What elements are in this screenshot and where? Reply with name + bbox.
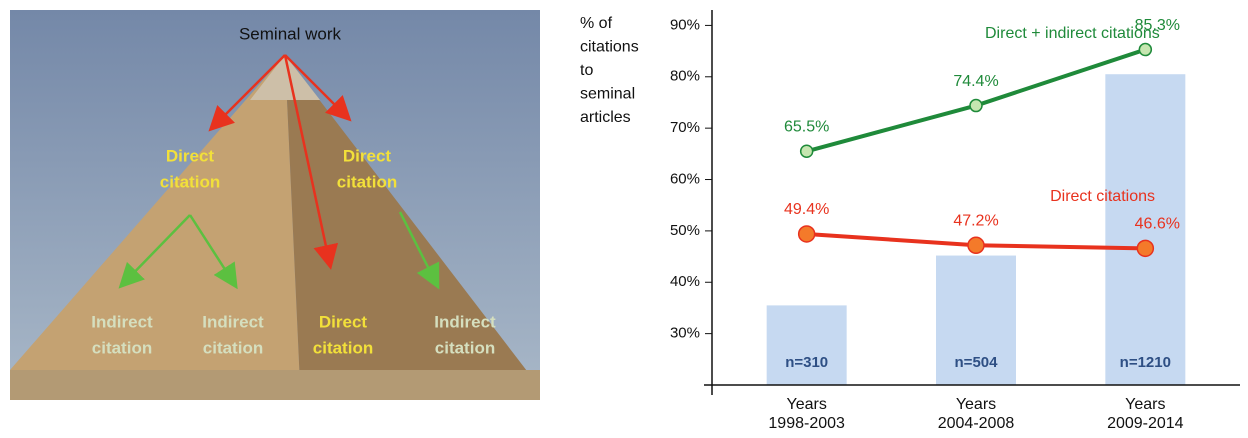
- x-tick-label: Years: [1125, 396, 1165, 413]
- value-label: 65.5%: [784, 118, 829, 135]
- y-tick-label: 50%: [670, 222, 700, 239]
- y-axis-label: citations: [580, 39, 639, 56]
- value-label: 74.4%: [953, 73, 998, 90]
- bar-label: n=1210: [1120, 354, 1171, 371]
- pyramid-label: Direct: [166, 146, 215, 165]
- y-axis-label: % of: [580, 15, 613, 32]
- y-tick-label: 60%: [670, 170, 700, 187]
- page: Seminal work Direct citation Direct citation…: [0, 0, 1248, 438]
- y-tick-label: 90%: [670, 16, 700, 33]
- pyramid-label: citation: [313, 338, 373, 357]
- point: [1137, 240, 1153, 256]
- pyramid-label: Indirect: [91, 312, 153, 331]
- y-tick-label: 70%: [670, 119, 700, 136]
- ground: [10, 370, 540, 400]
- pyramid-label: citation: [435, 338, 495, 357]
- bar: [767, 305, 847, 385]
- bar-label: n=310: [785, 354, 828, 371]
- pyramid-label: Seminal work: [239, 24, 342, 43]
- value-label: 49.4%: [784, 201, 829, 218]
- point: [968, 237, 984, 253]
- pyramid-label: Indirect: [434, 312, 496, 331]
- y-axis-label: articles: [580, 109, 631, 126]
- x-tick-label: 2009-2014: [1107, 415, 1184, 432]
- x-tick-label: Years: [956, 396, 996, 413]
- pyramid-label: Direct: [343, 146, 392, 165]
- bar-label: n=504: [955, 354, 999, 371]
- pyramid-label: citation: [203, 338, 263, 357]
- point: [970, 100, 982, 112]
- pyramid-label: citation: [337, 172, 397, 191]
- y-tick-label: 30%: [670, 325, 700, 342]
- point: [799, 226, 815, 242]
- y-axis-label: to: [580, 62, 593, 79]
- x-tick-label: 1998-2003: [768, 415, 845, 432]
- y-tick-label: 80%: [670, 68, 700, 85]
- point: [1139, 44, 1151, 56]
- pyramid-label: Direct: [319, 312, 368, 331]
- y-tick-label: 40%: [670, 273, 700, 290]
- figure: Seminal work Direct citation Direct citation…: [0, 0, 1248, 433]
- pyramid-label: Indirect: [202, 312, 264, 331]
- series-name: Direct + indirect citations: [985, 25, 1160, 42]
- value-label: 47.2%: [953, 212, 998, 229]
- point: [801, 145, 813, 157]
- x-tick-label: Years: [787, 396, 827, 413]
- pyramid-label: citation: [160, 172, 220, 191]
- x-tick-label: 2004-2008: [938, 415, 1015, 432]
- series-name: Direct citations: [1050, 188, 1155, 205]
- pyramid-label: citation: [92, 338, 152, 357]
- y-axis-label: seminal: [580, 86, 635, 103]
- value-label: 46.6%: [1135, 216, 1180, 233]
